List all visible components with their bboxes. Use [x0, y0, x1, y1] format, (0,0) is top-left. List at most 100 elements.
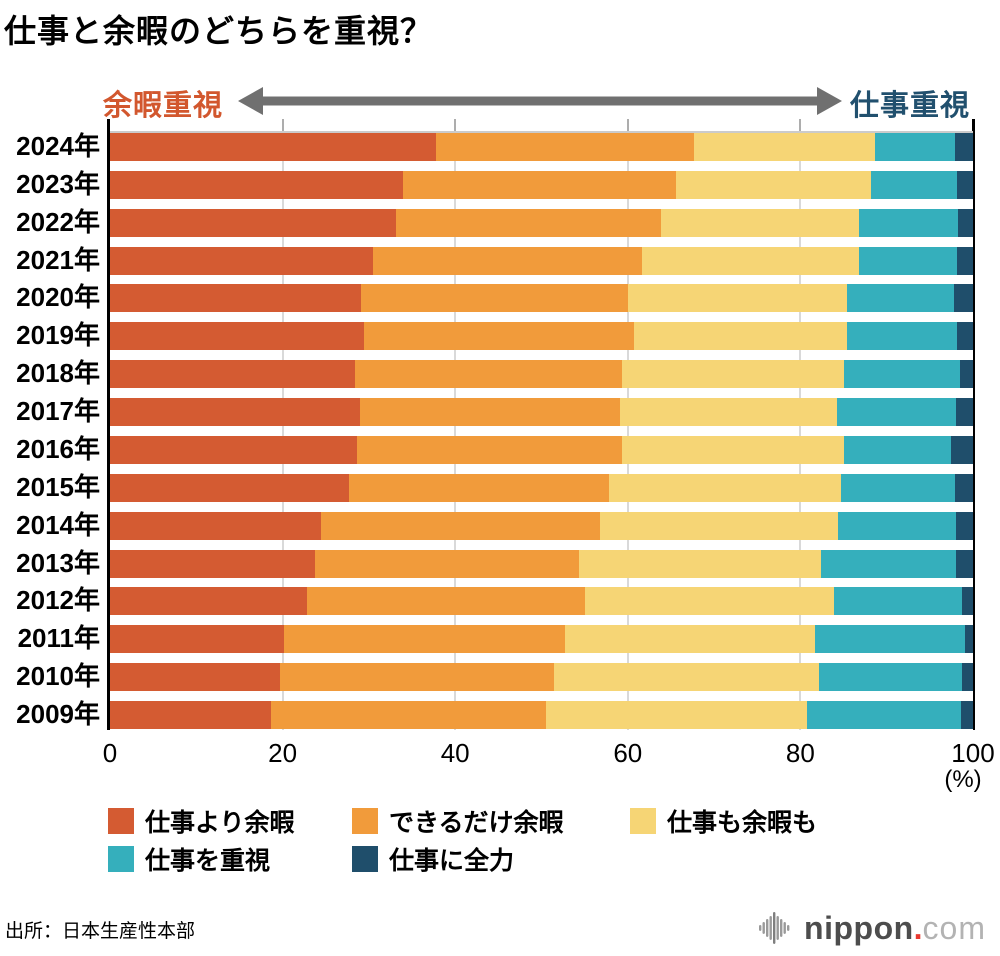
- bar-segment: [960, 360, 973, 389]
- bar-segment: [545, 701, 808, 730]
- bar-segment: [961, 587, 973, 616]
- bar-segment: [315, 549, 580, 578]
- gridline-40: [454, 133, 457, 730]
- bar-segment: [621, 435, 845, 464]
- bar-segment: [951, 435, 973, 464]
- legend-item: 仕事も余暇も: [630, 803, 817, 839]
- bar-row-2014年: [110, 511, 973, 540]
- bar-segment: [661, 208, 860, 237]
- legend-swatch: [108, 808, 134, 834]
- bar-segment: [284, 625, 565, 654]
- nippon-com-logo[interactable]: nippon. com: [758, 904, 986, 952]
- bar-segment: [846, 284, 954, 313]
- bar-row-2018年: [110, 360, 973, 389]
- bar-segment: [838, 511, 956, 540]
- year-label: 2022年: [16, 206, 100, 237]
- bar-segment: [819, 663, 962, 692]
- bar-segment: [871, 170, 958, 199]
- bar-segment: [110, 398, 361, 427]
- bar-segment: [955, 549, 973, 578]
- bar-segment: [320, 511, 601, 540]
- bar-segment: [874, 133, 955, 161]
- bar-row-2013年: [110, 549, 973, 578]
- bar-segment: [110, 322, 364, 351]
- bar-segment: [642, 246, 860, 275]
- year-label: 2017年: [16, 396, 100, 427]
- top-tick-60: [626, 119, 629, 131]
- bar-segment: [553, 663, 820, 692]
- bar-segment: [621, 360, 844, 389]
- bar-row-2010年: [110, 663, 973, 692]
- x-tick-label-40: 40: [440, 738, 470, 768]
- bar-row-2015年: [110, 473, 973, 502]
- bar-row-2019年: [110, 322, 973, 351]
- bar-segment: [955, 398, 973, 427]
- year-label: 2024年: [16, 131, 100, 161]
- bar-segment: [395, 208, 662, 237]
- year-label: 2018年: [16, 358, 100, 389]
- bar-segment: [859, 246, 957, 275]
- bar-segment: [110, 208, 396, 237]
- work-priority-label: 仕事重視: [850, 90, 971, 122]
- year-label: 2020年: [16, 282, 100, 313]
- bar-segment: [110, 511, 321, 540]
- bar-segment: [110, 360, 356, 389]
- legend-label: 仕事より余暇: [145, 809, 295, 837]
- plot-area: [110, 131, 973, 730]
- x-tick-label-0: 0: [102, 738, 118, 768]
- bar-segment: [361, 284, 628, 313]
- bar-segment: [840, 473, 955, 502]
- bar-segment: [110, 284, 362, 313]
- bar-segment: [403, 170, 677, 199]
- bar-segment: [355, 360, 622, 389]
- bar-segment: [584, 587, 835, 616]
- year-label: 2010年: [16, 661, 100, 692]
- logo-text-com: com: [922, 909, 986, 946]
- bar-segment: [110, 473, 350, 502]
- bar-segment: [821, 549, 956, 578]
- gridline-60: [626, 133, 629, 730]
- legend-item: 仕事より余暇: [108, 803, 295, 839]
- bar-segment: [676, 170, 872, 199]
- legend-label: 仕事を重視: [145, 847, 271, 875]
- legend-swatch: [630, 808, 656, 834]
- bar-segment: [110, 587, 307, 616]
- bar-row-2023年: [110, 170, 973, 199]
- bar-segment: [834, 587, 962, 616]
- y-axis-line-right: [972, 119, 975, 730]
- bar-row-2012年: [110, 587, 973, 616]
- bar-segment: [815, 625, 966, 654]
- bar-segment: [110, 170, 404, 199]
- bar-segment: [836, 398, 956, 427]
- logo-text-nippon: nippon: [804, 909, 914, 946]
- top-tick-20: [281, 119, 284, 131]
- bar-segment: [846, 322, 958, 351]
- bar-segment: [349, 473, 609, 502]
- bar-row-2016年: [110, 435, 973, 464]
- year-label: 2011年: [17, 623, 100, 654]
- y-axis-line-left: [107, 119, 110, 730]
- bar-row-2011年: [110, 625, 973, 654]
- bar-segment: [843, 360, 961, 389]
- bar-segment: [960, 701, 973, 730]
- bar-segment: [955, 511, 973, 540]
- bar-segment: [564, 625, 816, 654]
- year-label: 2023年: [16, 168, 100, 199]
- bar-segment: [957, 170, 973, 199]
- bar-segment: [954, 133, 973, 161]
- bar-segment: [859, 208, 959, 237]
- bar-segment: [110, 625, 285, 654]
- legend-label: できるだけ余暇: [389, 809, 564, 837]
- x-axis-unit: (%): [944, 766, 982, 793]
- legend-item: 仕事に全力: [352, 841, 514, 877]
- legend-item: できるだけ余暇: [352, 803, 564, 839]
- year-label: 2019年: [16, 320, 100, 351]
- year-label: 2009年: [16, 699, 100, 730]
- bar-segment: [807, 701, 961, 730]
- legend-swatch: [352, 846, 378, 872]
- bar-segment: [953, 284, 973, 313]
- bar-segment: [600, 511, 839, 540]
- bar-segment: [110, 663, 280, 692]
- year-label: 2013年: [16, 547, 100, 578]
